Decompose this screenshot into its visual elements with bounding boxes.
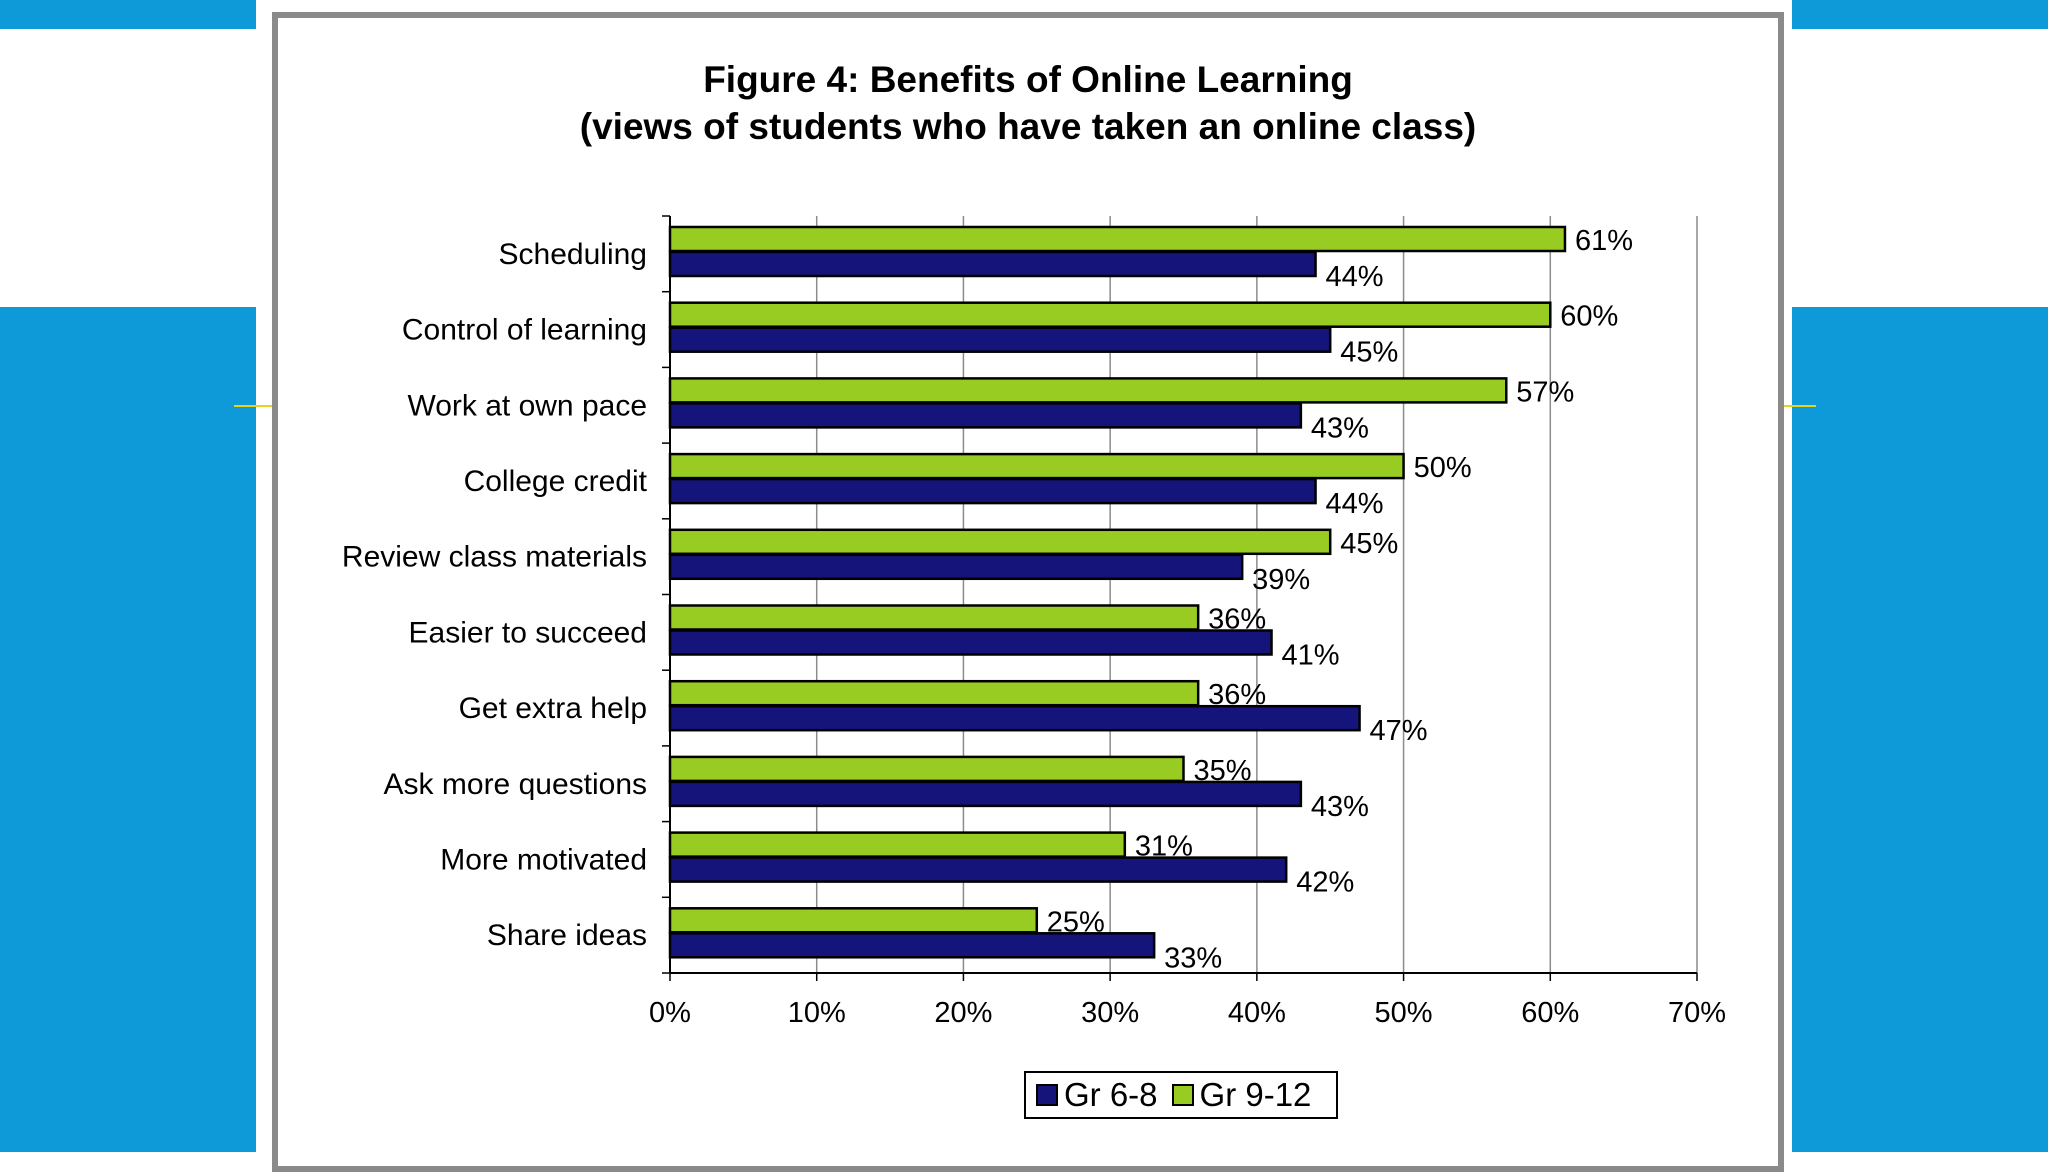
chart-subtitle: (views of students who have taken an onl… [579, 106, 1477, 147]
bar-gr912 [668, 452, 1405, 480]
category-label: Easier to succeed [409, 616, 647, 649]
bar-gr68 [668, 553, 1244, 581]
x-tick-label: 10% [788, 997, 846, 1029]
data-label-gr68: 39% [1252, 564, 1310, 596]
category-label: More motivated [440, 843, 647, 876]
bar-gr912 [668, 301, 1552, 328]
bar-gr68 [668, 326, 1332, 353]
category-label: Review class materials [342, 541, 647, 574]
bar-gr912 [668, 755, 1185, 783]
bar-gr912 [668, 907, 1039, 934]
data-label-gr68: 33% [1164, 942, 1222, 974]
chart-title: Figure 4: Benefits of Online Learning [703, 59, 1353, 100]
accent-line-left [234, 405, 274, 407]
bar-gr68 [668, 402, 1303, 429]
x-tick-label: 50% [1375, 997, 1433, 1029]
data-label-gr68: 44% [1326, 488, 1384, 520]
x-tick-label: 20% [934, 997, 992, 1029]
bar-gr912 [668, 604, 1200, 631]
legend-label-gr68: Gr 6-8 [1064, 1076, 1158, 1113]
bar-gr68 [668, 780, 1303, 808]
x-tick-label: 40% [1228, 997, 1286, 1029]
background-band-left [0, 307, 256, 1152]
data-label-gr68: 44% [1326, 261, 1384, 293]
bar-gr912 [668, 831, 1127, 858]
bar-gr68 [668, 477, 1317, 505]
bar-gr68 [668, 704, 1361, 732]
x-tick-label: 30% [1081, 997, 1139, 1029]
category-label: Work at own pace [407, 389, 647, 422]
data-label-gr912: 50% [1414, 452, 1472, 484]
category-label: Control of learning [402, 314, 647, 347]
bar-gr68 [668, 250, 1317, 278]
data-label-gr68: 43% [1311, 791, 1369, 823]
data-label-gr68: 41% [1282, 640, 1340, 672]
bar-gr912 [668, 225, 1567, 253]
chart-frame [272, 12, 1784, 1172]
legend-swatch-gr68 [1036, 1084, 1058, 1106]
bar-gr68 [668, 629, 1273, 656]
data-label-gr68: 47% [1370, 715, 1428, 747]
bar-gr68 [668, 932, 1156, 959]
x-tick-label: 60% [1521, 997, 1579, 1029]
data-label-gr68: 45% [1340, 337, 1398, 369]
category-label: Share ideas [487, 919, 647, 952]
category-label: Scheduling [499, 238, 647, 271]
data-label-gr912: 60% [1560, 301, 1618, 333]
background-band-top-left [0, 0, 256, 29]
accent-line-right [1784, 405, 1816, 407]
bar-gr912 [668, 377, 1508, 404]
x-tick-label: 70% [1668, 997, 1726, 1029]
legend-label-gr912: Gr 9-12 [1199, 1076, 1312, 1113]
data-label-gr912: 45% [1340, 528, 1398, 560]
category-label: Get extra help [459, 692, 647, 725]
bar-gr68 [668, 856, 1288, 883]
legend-item-gr68: Gr 6-8 [1036, 1076, 1158, 1114]
category-label: Ask more questions [384, 768, 647, 801]
data-label-gr68: 43% [1311, 412, 1369, 444]
bar-gr912 [668, 679, 1200, 707]
legend-swatch-gr912 [1171, 1084, 1194, 1106]
data-label-gr68: 42% [1296, 867, 1354, 899]
category-label: College credit [464, 465, 648, 498]
bar-gr912 [668, 528, 1332, 556]
data-label-gr912: 57% [1516, 376, 1574, 408]
x-tick-label: 0% [649, 997, 691, 1029]
legend-item-gr912: Gr 9-12 [1171, 1076, 1312, 1114]
background-band-right [1792, 307, 2048, 1152]
chart-title-block: Figure 4: Benefits of Online Learning (v… [272, 56, 1784, 150]
background-band-top-right [1792, 0, 2048, 29]
data-label-gr912: 61% [1575, 225, 1633, 257]
chart-legend: Gr 6-8 Gr 9-12 [1024, 1071, 1338, 1119]
